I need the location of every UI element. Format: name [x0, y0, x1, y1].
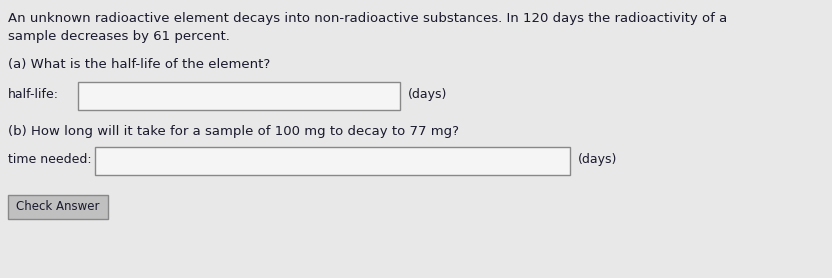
Text: (days): (days): [408, 88, 448, 101]
FancyBboxPatch shape: [78, 82, 400, 110]
Text: (days): (days): [578, 153, 617, 166]
Text: (b) How long will it take for a sample of 100 mg to decay to 77 mg?: (b) How long will it take for a sample o…: [8, 125, 459, 138]
Text: time needed:: time needed:: [8, 153, 92, 166]
Text: Check Answer: Check Answer: [17, 200, 100, 214]
FancyBboxPatch shape: [8, 195, 108, 219]
Text: An unknown radioactive element decays into non-radioactive substances. In 120 da: An unknown radioactive element decays in…: [8, 12, 727, 25]
Text: sample decreases by 61 percent.: sample decreases by 61 percent.: [8, 30, 230, 43]
Text: half-life:: half-life:: [8, 88, 59, 101]
Text: (a) What is the half-life of the element?: (a) What is the half-life of the element…: [8, 58, 270, 71]
FancyBboxPatch shape: [95, 147, 570, 175]
